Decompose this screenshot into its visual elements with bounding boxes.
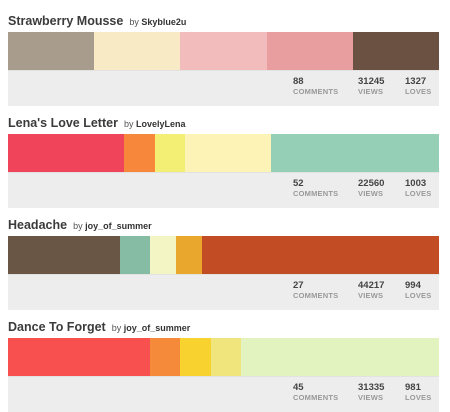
color-swatch[interactable] <box>94 32 181 70</box>
palette-card[interactable]: Strawberry Mousse by Skyblue2u 88 COMMENTS 3… <box>8 11 439 106</box>
views-stat: 44217 VIEWS <box>358 280 384 301</box>
color-swatch[interactable] <box>352 32 439 70</box>
by-line: by joy_of_summer <box>112 323 191 333</box>
color-swatch[interactable] <box>150 338 181 376</box>
views-label: VIEWS <box>358 393 384 402</box>
color-swatch[interactable] <box>154 134 185 172</box>
loves-label: LOVES <box>405 393 432 402</box>
palette-title-row: Strawberry Mousse by Skyblue2u <box>8 14 186 28</box>
views-count: 22560 <box>358 178 385 189</box>
comments-count: 88 <box>293 76 304 87</box>
views-stat: 31335 VIEWS <box>358 382 384 403</box>
color-swatch[interactable] <box>120 236 151 274</box>
loves-stat: 981 LOVES <box>405 382 431 403</box>
author-link[interactable]: Skyblue2u <box>141 17 187 27</box>
loves-label: LOVES <box>405 87 432 96</box>
palette-title-row: Lena's Love Letter by LovelyLena <box>8 116 186 130</box>
loves-stat: 994 LOVES <box>405 280 431 301</box>
color-swatch[interactable] <box>180 32 267 70</box>
by-label: by <box>111 323 122 333</box>
color-swatch[interactable] <box>8 338 151 376</box>
comments-label: COMMENTS <box>293 393 339 402</box>
loves-label: LOVES <box>405 189 432 198</box>
author-link[interactable]: LovelyLena <box>135 119 186 129</box>
comments-count: 52 <box>293 178 304 189</box>
color-swatch[interactable] <box>176 236 202 274</box>
views-stat: 31245 VIEWS <box>358 76 384 97</box>
views-label: VIEWS <box>358 87 384 96</box>
palette-stats: 45 COMMENTS 31335 VIEWS 981 LOVES <box>8 376 439 412</box>
color-swatch[interactable] <box>270 134 439 172</box>
palette-header: Lena's Love Letter by LovelyLena <box>8 113 439 134</box>
color-swatch[interactable] <box>8 134 125 172</box>
color-swatch[interactable] <box>8 236 121 274</box>
palette-header: Dance To Forget by joy_of_summer <box>8 317 439 338</box>
color-swatches[interactable] <box>8 134 439 172</box>
loves-count: 1003 <box>405 178 427 189</box>
color-swatch[interactable] <box>150 236 177 274</box>
color-swatch[interactable] <box>210 338 241 376</box>
color-swatch[interactable] <box>180 338 211 376</box>
palette-stats: 88 COMMENTS 31245 VIEWS 1327 LOVES <box>8 70 439 106</box>
comments-label: COMMENTS <box>293 189 339 198</box>
comments-count: 27 <box>293 280 304 291</box>
color-swatches[interactable] <box>8 236 439 274</box>
palette-title[interactable]: Headache <box>8 218 68 232</box>
palette-stats: 27 COMMENTS 44217 VIEWS 994 LOVES <box>8 274 439 310</box>
views-count: 44217 <box>358 280 385 291</box>
loves-count: 1327 <box>405 76 427 87</box>
color-swatch[interactable] <box>240 338 439 376</box>
palette-card[interactable]: Dance To Forget by joy_of_summer 45 COMMENT… <box>8 317 439 412</box>
views-count: 31335 <box>358 382 385 393</box>
palette-title[interactable]: Lena's Love Letter <box>8 116 118 130</box>
palette-title-row: Headache by joy_of_summer <box>8 218 152 232</box>
color-swatches[interactable] <box>8 338 439 376</box>
author-link[interactable]: joy_of_summer <box>123 323 191 333</box>
comments-stat: 27 COMMENTS <box>293 280 338 301</box>
by-line: by joy_of_summer <box>73 221 152 231</box>
palette-title[interactable]: Dance To Forget <box>8 320 106 334</box>
comments-label: COMMENTS <box>293 87 339 96</box>
palette-header: Strawberry Mousse by Skyblue2u <box>8 11 439 32</box>
color-swatch[interactable] <box>184 134 271 172</box>
color-swatch[interactable] <box>201 236 439 274</box>
palette-title[interactable]: Strawberry Mousse <box>8 14 124 28</box>
comments-stat: 88 COMMENTS <box>293 76 338 97</box>
views-label: VIEWS <box>358 189 384 198</box>
by-label: by <box>123 119 134 129</box>
loves-count: 994 <box>405 280 421 291</box>
palette-card[interactable]: Headache by joy_of_summer 27 COMMENTS 44217 V… <box>8 215 439 310</box>
author-link[interactable]: joy_of_summer <box>85 221 152 231</box>
comments-label: COMMENTS <box>293 291 339 300</box>
loves-stat: 1327 LOVES <box>405 76 431 97</box>
by-line: by LovelyLena <box>124 119 186 129</box>
by-label: by <box>129 17 139 27</box>
color-swatch[interactable] <box>8 32 95 70</box>
color-swatch[interactable] <box>124 134 155 172</box>
views-label: VIEWS <box>358 291 384 300</box>
color-swatches[interactable] <box>8 32 439 70</box>
palette-stats: 52 COMMENTS 22560 VIEWS 1003 LOVES <box>8 172 439 208</box>
views-stat: 22560 VIEWS <box>358 178 384 199</box>
comments-stat: 52 COMMENTS <box>293 178 338 199</box>
loves-label: LOVES <box>405 291 432 300</box>
by-line: by Skyblue2u <box>129 17 186 27</box>
comments-count: 45 <box>293 382 304 393</box>
loves-count: 981 <box>405 382 421 393</box>
views-count: 31245 <box>358 76 385 87</box>
palette-title-row: Dance To Forget by joy_of_summer <box>8 320 190 334</box>
palette-header: Headache by joy_of_summer <box>8 215 439 236</box>
palette-card[interactable]: Lena's Love Letter by LovelyLena 52 COMMENT… <box>8 113 439 208</box>
color-swatch[interactable] <box>266 32 353 70</box>
by-label: by <box>73 221 83 231</box>
comments-stat: 45 COMMENTS <box>293 382 338 403</box>
loves-stat: 1003 LOVES <box>405 178 431 199</box>
